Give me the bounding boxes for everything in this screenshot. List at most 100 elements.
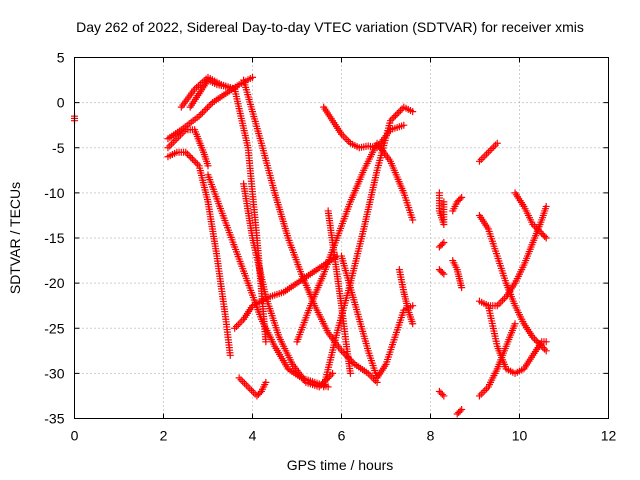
data-point — [232, 322, 240, 330]
data-point — [368, 373, 376, 381]
data-point — [166, 142, 174, 150]
data-point — [440, 392, 448, 400]
y-tick-label: -15 — [44, 230, 64, 246]
data-point — [193, 160, 201, 168]
data-point — [440, 239, 448, 247]
data-point — [542, 234, 550, 242]
data-point — [456, 195, 464, 203]
data-point — [205, 102, 213, 110]
x-tick-label: 10 — [512, 428, 528, 444]
data-point — [500, 294, 508, 302]
data-point — [343, 136, 351, 144]
data-point — [438, 390, 446, 398]
data-point — [226, 351, 234, 359]
data-point — [207, 100, 215, 108]
data-point — [192, 158, 200, 166]
data-point — [349, 359, 357, 367]
data-point — [542, 338, 550, 346]
data-point — [341, 134, 349, 142]
data-point — [481, 387, 489, 395]
data-point — [435, 387, 443, 395]
data-point — [239, 377, 247, 385]
data-point — [200, 107, 208, 115]
data-point — [231, 85, 239, 93]
data-point — [541, 232, 549, 240]
data-point — [185, 152, 193, 160]
y-tick-label: 5 — [57, 50, 65, 66]
data-point — [479, 154, 487, 162]
data-point — [511, 320, 519, 328]
data-point — [182, 148, 190, 156]
x-tick-label: 4 — [249, 428, 257, 444]
data-point — [339, 349, 347, 357]
data-point — [249, 73, 256, 81]
data-point — [435, 243, 443, 251]
x-tick-label: 12 — [601, 428, 617, 444]
y-axis-label: SDTVAR / TECUs — [7, 182, 23, 294]
data-point — [253, 392, 261, 400]
data-point — [456, 407, 464, 415]
data-point — [395, 108, 403, 116]
data-point — [190, 157, 198, 165]
data-point — [409, 108, 417, 116]
data-point — [484, 148, 492, 156]
data-point — [198, 109, 206, 117]
y-tick-label: -30 — [44, 365, 64, 381]
data-point — [187, 153, 195, 161]
data-point — [541, 345, 549, 353]
data-point — [168, 140, 176, 148]
grid — [74, 57, 609, 419]
y-tick-label: -10 — [44, 185, 64, 201]
data-point — [329, 369, 337, 377]
data-point — [486, 146, 494, 154]
x-axis-label: GPS time / hours — [287, 457, 394, 473]
x-tick-label: 2 — [160, 428, 168, 444]
data-point — [483, 150, 491, 158]
data-point — [495, 300, 503, 308]
data-point — [256, 389, 264, 397]
data-point — [339, 132, 347, 140]
data-point — [391, 112, 399, 120]
y-tick-label: -25 — [44, 320, 64, 336]
data-point — [393, 110, 401, 118]
x-tick-label: 0 — [71, 428, 79, 444]
data-point — [437, 267, 445, 275]
data-point — [195, 112, 203, 120]
data-point — [171, 137, 179, 145]
data-point — [169, 138, 177, 146]
data-point — [238, 317, 246, 325]
data-point — [237, 376, 245, 384]
plot-frame — [74, 57, 609, 419]
data-point — [493, 139, 501, 147]
data-point — [202, 105, 210, 113]
data-point — [204, 162, 212, 170]
data-point — [437, 242, 445, 250]
axis-ticks: 0 2 4 6 8 10 12 5 0 -5 -10 -15 -20 -25 -30 -35 — [44, 50, 616, 444]
data-point — [475, 392, 483, 400]
data-point — [491, 141, 499, 149]
data-point — [539, 231, 547, 239]
data-point — [338, 347, 345, 355]
y-tick-label: 0 — [57, 95, 65, 111]
data-point — [262, 378, 270, 386]
data-point — [435, 266, 443, 274]
data-point — [188, 155, 196, 163]
data-point — [477, 155, 485, 163]
data-point — [497, 298, 505, 306]
data-point — [542, 202, 550, 210]
data-point — [453, 410, 461, 418]
data-point — [438, 240, 446, 248]
data-point — [458, 193, 466, 201]
data-marks — [71, 73, 550, 418]
data-point — [481, 152, 489, 160]
data-point — [542, 347, 550, 355]
data-point — [437, 389, 445, 397]
data-point — [529, 333, 537, 341]
data-point — [440, 270, 448, 278]
data-point — [346, 369, 354, 377]
data-point — [234, 321, 242, 329]
x-tick-label: 6 — [338, 428, 346, 444]
data-point — [240, 379, 248, 387]
data-point — [477, 390, 485, 398]
